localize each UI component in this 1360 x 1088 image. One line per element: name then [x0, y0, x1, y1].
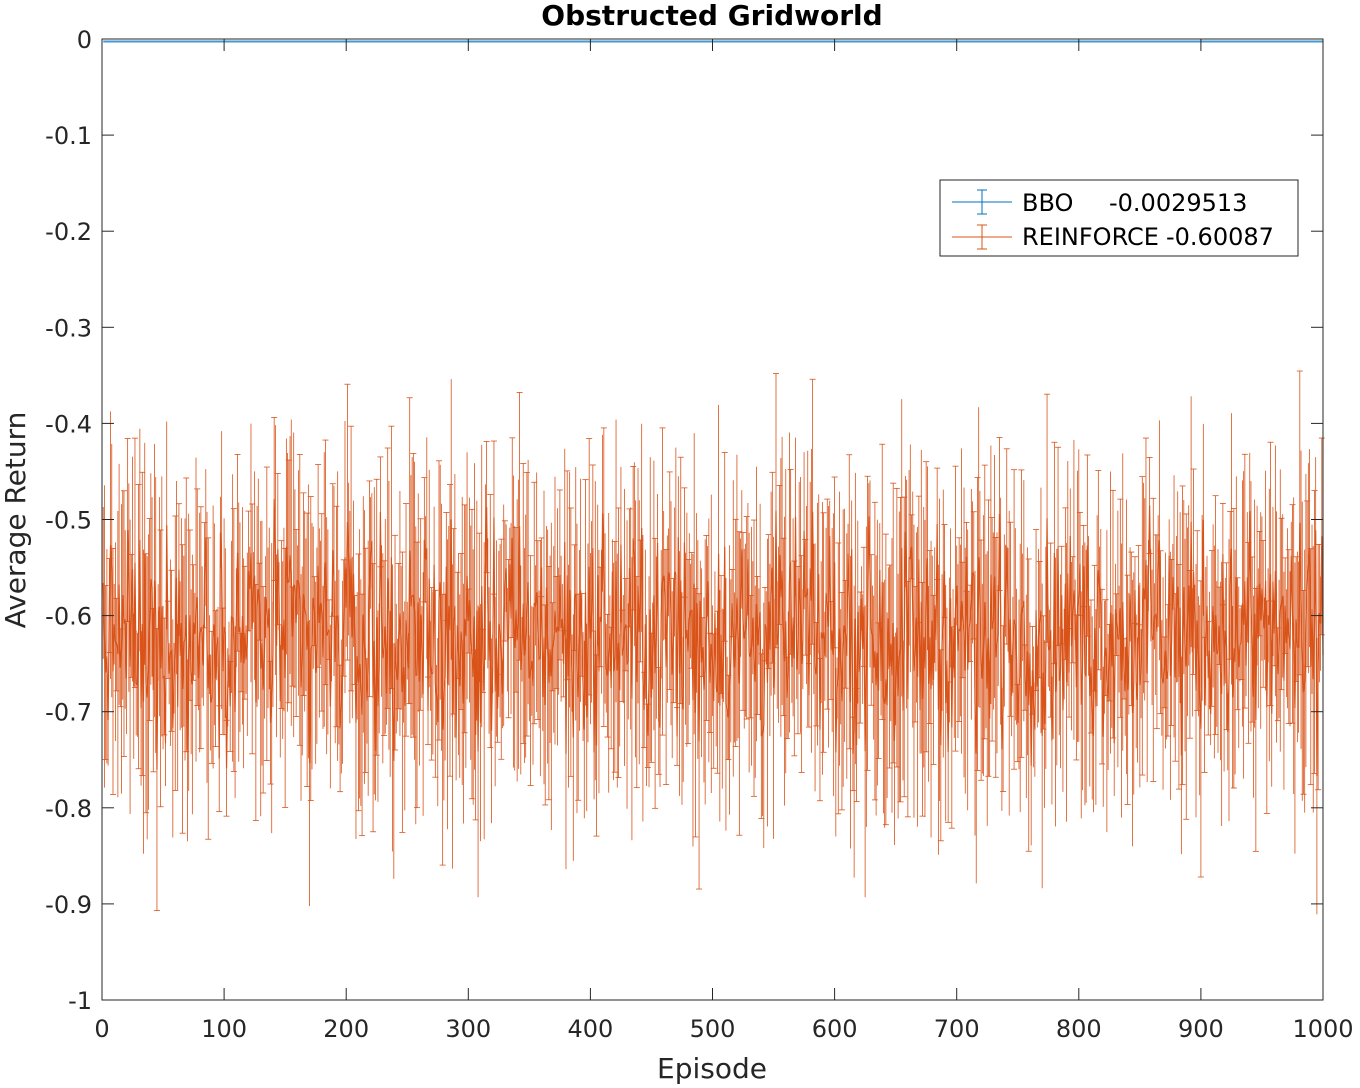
x-axis: 0 100 200 300 400 500 600 700 800 900 1000 [94, 39, 1354, 1043]
legend-value-bbo: -0.0029513 [1109, 189, 1247, 217]
y-tick-label: -0.9 [45, 891, 92, 919]
reinforce-mean-line [102, 499, 1324, 777]
x-tick-label: 600 [812, 1015, 858, 1043]
y-tick-label: -0.2 [45, 218, 92, 246]
chart-title: Obstructed Gridworld [541, 0, 882, 32]
x-tick-label: 500 [690, 1015, 736, 1043]
legend-label-reinforce: REINFORCE [1022, 223, 1159, 251]
x-tick-label: 800 [1056, 1015, 1102, 1043]
x-tick-label: 700 [934, 1015, 980, 1043]
x-tick-label: 400 [567, 1015, 613, 1043]
series-reinforce [102, 370, 1325, 915]
y-axis-label: Average Return [0, 412, 32, 629]
y-tick-label: -0.7 [45, 699, 92, 727]
legend-item-reinforce: REINFORCE -0.60087 [952, 223, 1274, 251]
series-bbo [103, 40, 1323, 43]
legend-value-reinforce: -0.60087 [1166, 223, 1274, 251]
y-axis: 0 -0.1 -0.2 -0.3 -0.4 -0.5 -0.6 -0.7 -0.8 -0.9 -1 [45, 26, 1323, 1015]
x-tick-label: 1000 [1292, 1015, 1353, 1043]
y-tick-label: -0.1 [45, 122, 92, 150]
legend: BBO -0.0029513 REINFORCE -0.60087 [939, 179, 1299, 257]
x-tick-label: 0 [94, 1015, 109, 1043]
y-tick-label: -0.3 [45, 314, 92, 342]
x-axis-label: Episode [657, 1052, 767, 1085]
legend-label-bbo: BBO [1022, 189, 1073, 217]
x-tick-label: 900 [1178, 1015, 1224, 1043]
y-tick-label: -1 [68, 987, 92, 1015]
legend-box [939, 179, 1299, 257]
y-tick-label: -0.8 [45, 795, 92, 823]
x-tick-label: 300 [445, 1015, 491, 1043]
legend-item-bbo: BBO -0.0029513 [952, 189, 1247, 217]
y-tick-label: -0.5 [45, 507, 92, 535]
y-tick-label: -0.4 [45, 410, 92, 438]
y-tick-label: 0 [77, 26, 92, 54]
x-tick-label: 100 [201, 1015, 247, 1043]
y-tick-label: -0.6 [45, 603, 92, 631]
x-tick-label: 200 [323, 1015, 369, 1043]
